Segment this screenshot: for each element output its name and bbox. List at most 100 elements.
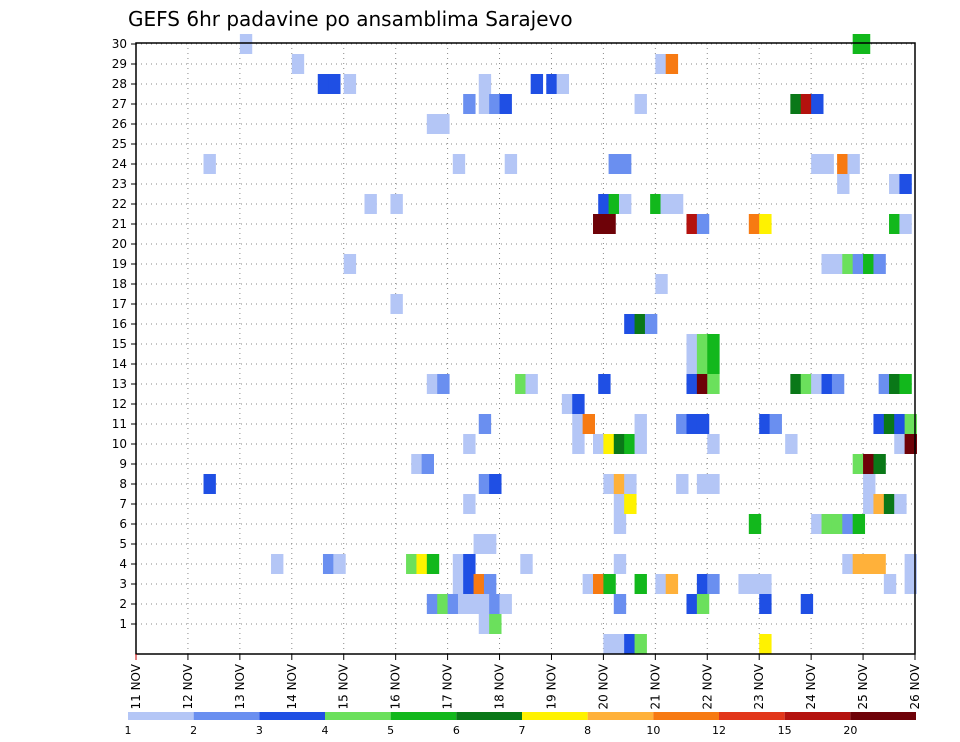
data-cell xyxy=(613,634,627,654)
colorbar-label: 5 xyxy=(387,724,394,737)
colorbar-label: 15 xyxy=(778,724,792,737)
data-cell xyxy=(696,374,710,394)
y-tick-label: 9 xyxy=(119,457,127,471)
colorbar: 1 2 3 4 5 6 7 8 10 12 15 20 xyxy=(125,712,916,737)
data-cell xyxy=(863,494,876,514)
data-cell xyxy=(790,94,803,114)
data-cell xyxy=(748,574,762,594)
data-cell xyxy=(696,354,710,374)
data-cell xyxy=(899,214,912,234)
data-cell xyxy=(676,474,689,494)
data-cell xyxy=(561,394,575,414)
y-tick-label: 22 xyxy=(112,197,127,211)
data-cell xyxy=(707,474,720,494)
colorbar-segment xyxy=(456,712,522,720)
data-cell xyxy=(452,574,466,594)
data-cell xyxy=(489,594,502,614)
data-cell xyxy=(499,94,512,114)
y-tick-label: 27 xyxy=(112,97,127,111)
data-cell xyxy=(748,514,762,534)
data-cell xyxy=(800,594,814,614)
data-cell xyxy=(899,174,912,194)
data-cell xyxy=(707,334,720,354)
colorbar-segment xyxy=(850,712,916,720)
data-cell xyxy=(707,374,720,394)
data-cell xyxy=(837,174,850,194)
data-cell xyxy=(525,374,538,394)
data-cell xyxy=(468,594,481,614)
y-tick-label: 20 xyxy=(112,237,127,251)
data-cell xyxy=(489,474,502,494)
colorbar-segment xyxy=(390,712,457,720)
colorbar-label: 4 xyxy=(322,724,329,737)
data-cell xyxy=(686,374,699,394)
data-cell xyxy=(655,274,668,294)
data-cell xyxy=(644,314,658,334)
x-tick-label: 22 NOV xyxy=(700,663,714,709)
data-cell xyxy=(603,574,616,594)
data-cell xyxy=(411,454,424,474)
y-tick-label: 18 xyxy=(112,277,127,291)
data-cell xyxy=(624,434,637,454)
colorbar-segment xyxy=(784,712,851,720)
data-cell xyxy=(291,54,305,74)
data-cell xyxy=(759,594,772,614)
x-tick-label: 26 NOV xyxy=(908,663,922,709)
data-cell xyxy=(759,634,772,654)
x-tick-label: 19 NOV xyxy=(544,663,558,709)
y-tick-label: 29 xyxy=(112,57,127,71)
data-cell xyxy=(421,454,434,474)
x-tick-label: 12 NOV xyxy=(181,663,195,709)
x-tick-label: 17 NOV xyxy=(441,663,455,709)
colorbar-segment xyxy=(522,712,588,720)
data-cell xyxy=(603,474,616,494)
data-cell xyxy=(613,514,627,534)
data-cell xyxy=(759,574,772,594)
data-cell xyxy=(618,154,632,174)
y-tick-label: 26 xyxy=(112,117,127,131)
data-cell xyxy=(857,34,871,54)
data-cell xyxy=(837,154,850,174)
y-tick-label: 5 xyxy=(119,537,127,551)
chart-title: GEFS 6hr padavine po ansamblima Sarajevo xyxy=(128,7,573,31)
colorbar-segment xyxy=(128,712,194,720)
data-cell xyxy=(598,194,611,214)
data-cell xyxy=(478,474,492,494)
data-cell xyxy=(863,254,876,274)
data-cell xyxy=(504,154,518,174)
data-cell xyxy=(598,374,611,394)
data-cell xyxy=(322,554,336,574)
data-cell xyxy=(530,74,544,94)
data-cells xyxy=(203,34,917,654)
y-tick-label: 8 xyxy=(119,477,127,491)
x-tick-label: 11 NOV xyxy=(129,663,143,709)
data-cell xyxy=(271,554,284,574)
y-tick-label: 2 xyxy=(119,597,127,611)
data-cell xyxy=(655,574,668,594)
y-tick-label: 4 xyxy=(119,557,127,571)
data-cell xyxy=(426,594,440,614)
data-cell xyxy=(483,534,497,554)
data-cell xyxy=(873,454,886,474)
data-cell xyxy=(593,434,606,454)
data-cell xyxy=(852,514,866,534)
data-cell xyxy=(624,474,637,494)
data-cell xyxy=(317,74,331,94)
data-cell xyxy=(852,554,866,574)
colorbar-segment xyxy=(325,712,391,720)
data-cell xyxy=(437,374,450,394)
data-cell xyxy=(603,214,616,234)
data-cell xyxy=(878,374,892,394)
colorbar-label: 6 xyxy=(453,724,460,737)
data-cell xyxy=(883,574,897,594)
x-tick-label: 20 NOV xyxy=(596,663,610,709)
data-cell xyxy=(416,554,429,574)
data-cell xyxy=(608,154,621,174)
data-cell xyxy=(390,194,403,214)
data-cell xyxy=(203,154,216,174)
data-cell xyxy=(650,194,663,214)
y-tick-label: 1 xyxy=(119,617,127,631)
data-cell xyxy=(613,494,627,514)
data-cell xyxy=(634,434,647,454)
